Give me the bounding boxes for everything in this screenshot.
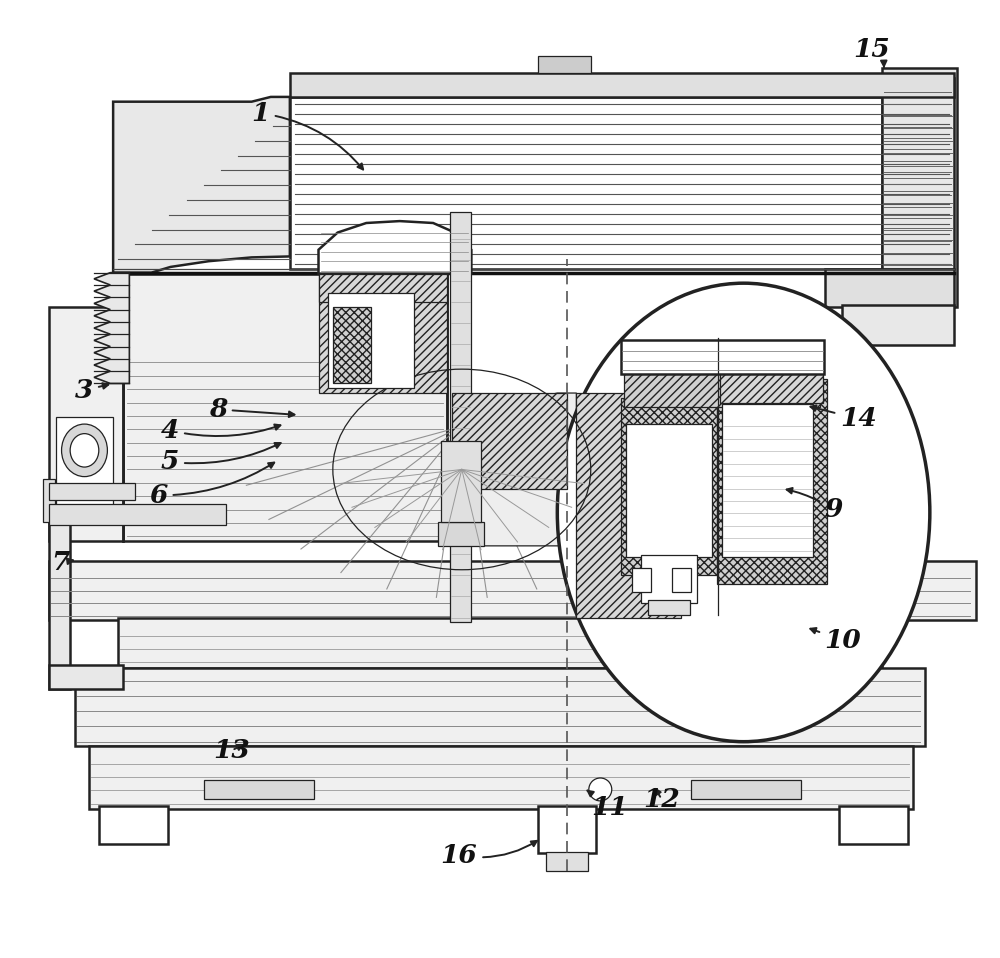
Polygon shape bbox=[319, 221, 471, 274]
Bar bbox=[49, 483, 135, 500]
Bar bbox=[49, 561, 976, 621]
Bar bbox=[75, 668, 925, 746]
Bar bbox=[49, 665, 123, 689]
Bar bbox=[842, 306, 954, 345]
Bar bbox=[641, 556, 697, 604]
Bar bbox=[333, 308, 371, 383]
Bar bbox=[672, 568, 691, 592]
Ellipse shape bbox=[70, 434, 99, 468]
Bar bbox=[624, 369, 820, 407]
Bar bbox=[722, 404, 813, 558]
Text: 12: 12 bbox=[643, 787, 680, 811]
Bar bbox=[450, 212, 471, 623]
Bar bbox=[204, 780, 314, 799]
Text: 16: 16 bbox=[441, 841, 537, 868]
Text: 15: 15 bbox=[853, 36, 890, 67]
Bar bbox=[56, 417, 113, 508]
Polygon shape bbox=[451, 393, 576, 546]
Text: 6: 6 bbox=[149, 463, 274, 508]
Text: 10: 10 bbox=[810, 628, 862, 653]
Circle shape bbox=[589, 778, 612, 801]
Text: 8: 8 bbox=[209, 397, 294, 422]
Bar bbox=[319, 274, 447, 303]
Bar bbox=[99, 806, 168, 844]
Text: 13: 13 bbox=[213, 738, 250, 763]
Text: 14: 14 bbox=[810, 405, 877, 431]
Bar bbox=[621, 398, 717, 575]
Bar bbox=[538, 56, 591, 73]
Bar bbox=[319, 274, 447, 393]
Bar bbox=[441, 441, 481, 522]
Text: 3: 3 bbox=[75, 377, 108, 402]
Bar bbox=[825, 269, 954, 308]
Ellipse shape bbox=[557, 284, 930, 741]
Text: 4: 4 bbox=[161, 418, 280, 443]
Bar bbox=[49, 522, 70, 689]
Bar bbox=[717, 378, 827, 584]
Bar bbox=[290, 73, 954, 97]
Bar bbox=[438, 522, 484, 546]
Bar bbox=[49, 308, 123, 541]
Bar bbox=[648, 601, 690, 615]
Bar bbox=[118, 619, 882, 668]
Bar bbox=[621, 340, 824, 374]
Bar bbox=[43, 479, 55, 522]
Bar bbox=[290, 97, 954, 269]
Bar bbox=[839, 806, 908, 844]
Bar bbox=[123, 274, 447, 541]
Text: 5: 5 bbox=[161, 443, 281, 474]
Bar bbox=[546, 852, 588, 871]
Polygon shape bbox=[94, 273, 129, 383]
Ellipse shape bbox=[62, 424, 107, 477]
Bar bbox=[626, 423, 712, 558]
Bar bbox=[328, 293, 414, 388]
Polygon shape bbox=[113, 97, 290, 273]
Bar bbox=[49, 504, 226, 525]
Bar bbox=[632, 568, 651, 592]
Bar bbox=[882, 78, 954, 269]
Text: 9: 9 bbox=[787, 488, 843, 522]
Bar bbox=[452, 393, 567, 489]
Bar bbox=[720, 345, 823, 402]
Bar bbox=[882, 68, 957, 308]
Bar bbox=[538, 806, 596, 854]
Bar bbox=[576, 393, 681, 618]
Text: 11: 11 bbox=[587, 790, 628, 820]
Text: 1: 1 bbox=[252, 101, 363, 170]
Bar bbox=[691, 780, 801, 799]
Text: 7: 7 bbox=[51, 550, 73, 575]
Bar bbox=[89, 746, 913, 809]
